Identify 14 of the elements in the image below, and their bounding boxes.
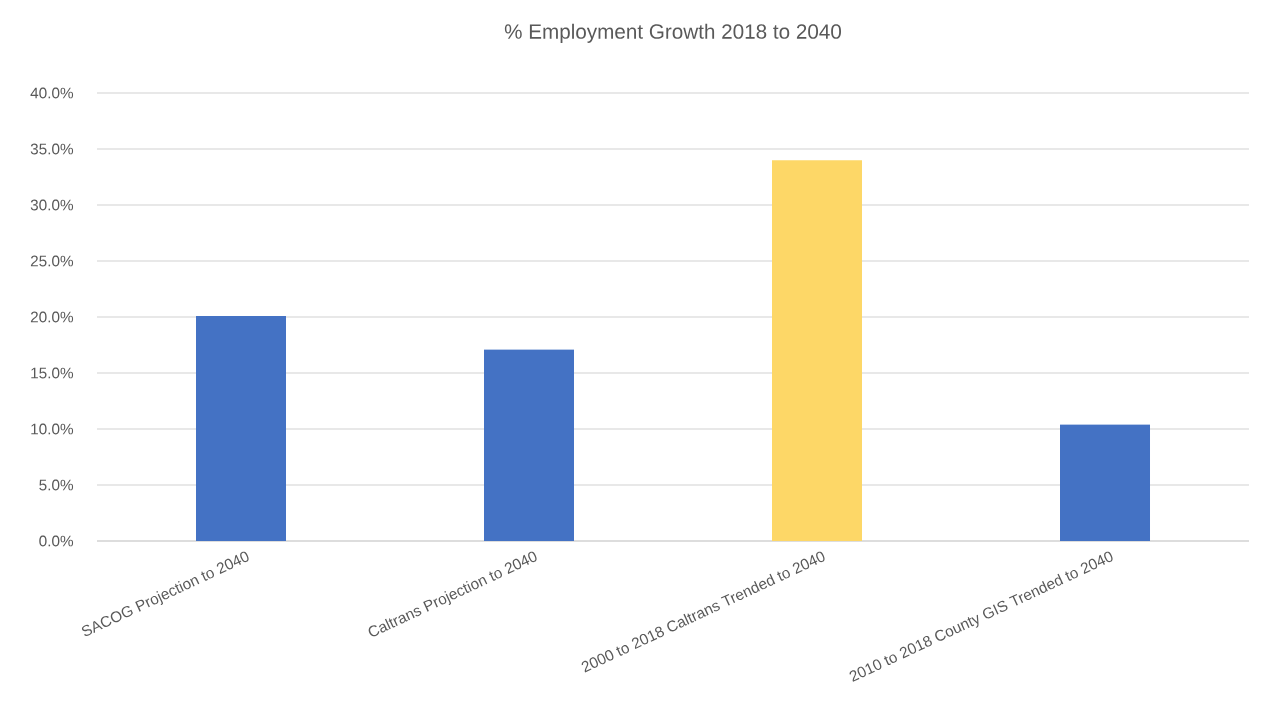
y-tick-label: 0.0%: [39, 535, 74, 547]
chart-title: % Employment Growth 2018 to 2040: [504, 23, 842, 43]
bar: [196, 315, 286, 541]
y-tick-label: 30.0%: [30, 199, 74, 211]
y-tick-label: 35.0%: [30, 143, 74, 155]
y-tick-label: 40.0%: [30, 87, 74, 99]
y-tick-label: 20.0%: [30, 311, 74, 323]
bar: [484, 349, 574, 541]
y-tick-label: 15.0%: [31, 367, 74, 379]
bar: [1060, 424, 1151, 541]
y-tick-label: 10.0%: [31, 423, 74, 435]
y-tick-label: 25.0%: [30, 255, 74, 267]
y-tick-label: 5.0%: [39, 479, 74, 491]
bar: [772, 160, 862, 541]
